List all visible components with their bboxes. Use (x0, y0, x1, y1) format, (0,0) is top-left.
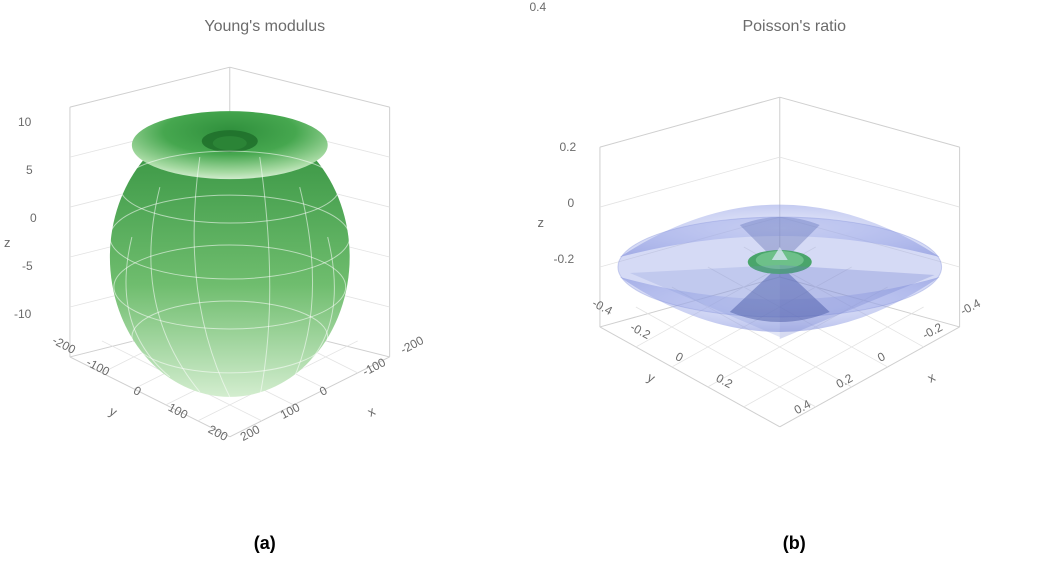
tick-b-z-02: 0.2 (560, 140, 577, 154)
plot-a-svg (0, 40, 530, 514)
axis-label-b-z: z (538, 215, 545, 230)
tick-b-z-0: 0 (568, 196, 575, 210)
tick-a-z-5: 5 (26, 163, 33, 177)
figure-container: Young's modulus (0, 0, 1059, 574)
plot-title-a: Young's modulus (0, 18, 530, 36)
panel-b: Poisson's ratio (530, 0, 1059, 574)
caption-b: (b) (530, 533, 1059, 554)
surface-b (617, 205, 941, 339)
caption-a: (a) (0, 533, 530, 554)
axis-label-a-z: z (4, 235, 11, 250)
plot-title-b: Poisson's ratio (530, 18, 1059, 36)
panel-a: Young's modulus (0, 0, 530, 574)
surface-a (110, 111, 350, 397)
plot-b-svg (530, 40, 1059, 514)
tick-a-z-m5: -5 (22, 259, 33, 273)
tick-a-z-0: 0 (30, 211, 37, 225)
tick-b-z-m02: -0.2 (554, 252, 575, 266)
tick-a-z-m10: -10 (14, 307, 31, 321)
tick-b-y-04: 0.4 (530, 0, 547, 14)
tick-a-z-10: 10 (18, 115, 31, 129)
